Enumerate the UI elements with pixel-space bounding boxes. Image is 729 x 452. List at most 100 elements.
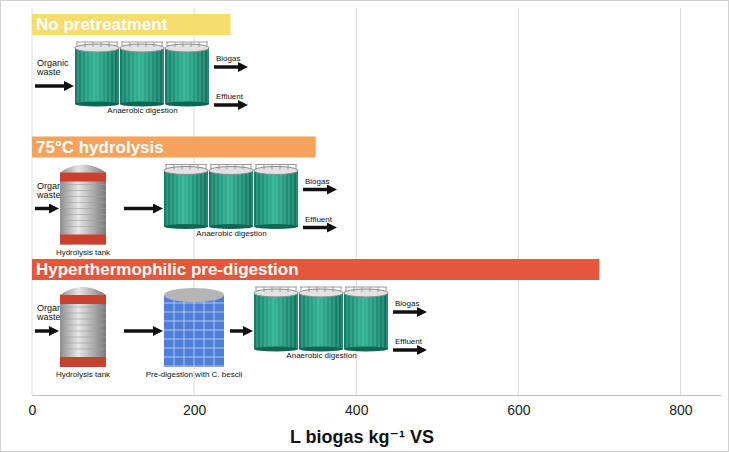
- tank-ring: [60, 313, 106, 314]
- digester-tank: [164, 165, 208, 230]
- grid-line: [518, 8, 519, 395]
- step-label: Hydrolysis tank: [56, 370, 111, 379]
- digester-tank: [75, 42, 119, 107]
- tank-rail: [121, 42, 163, 43]
- tank-rail: [345, 287, 387, 288]
- tank-roof: [165, 44, 209, 52]
- tank-rail-post: [154, 42, 155, 47]
- input-label-line: waste: [36, 190, 61, 200]
- tank-stripe: [127, 50, 128, 103]
- tank-stripe: [289, 295, 290, 348]
- tank-rail-post: [256, 165, 257, 170]
- grid-line: [32, 8, 33, 395]
- tank-rail-post: [174, 165, 175, 170]
- bar: [32, 259, 599, 280]
- tank-rail-post: [130, 42, 131, 47]
- category-label: 75°C hydrolysis: [36, 138, 164, 157]
- tank-body: [75, 48, 119, 104]
- tick: 800: [669, 395, 693, 418]
- process-scheme: OrganicwasteHydrolysis tankAnaerobic dig…: [35, 165, 333, 257]
- tank-grid: [164, 348, 224, 349]
- tank-body: [344, 293, 388, 349]
- tank-rail-post: [341, 287, 342, 292]
- tank-stripe: [187, 173, 188, 226]
- tank-stripe: [196, 50, 197, 103]
- tank-stripe: [330, 295, 331, 348]
- tank-rail-post: [117, 42, 118, 47]
- output-label: Effluent: [395, 337, 423, 346]
- tank-stripe: [135, 50, 136, 103]
- tank-rail-post: [264, 165, 265, 170]
- tick-label: 400: [345, 402, 369, 418]
- tank-rail-post: [301, 287, 302, 292]
- tank-rail-post: [190, 165, 191, 170]
- tank-stripe: [86, 50, 87, 103]
- arrow: [35, 207, 51, 211]
- process-scheme: OrganicwasteAnaerobic digestionBiogasEff…: [35, 42, 244, 115]
- grid: [32, 8, 680, 395]
- tank-body: [254, 171, 298, 227]
- tank-body: [164, 171, 208, 227]
- tank-stripe: [143, 50, 144, 103]
- tank-body: [164, 295, 224, 367]
- tank-rail-post: [378, 287, 379, 292]
- tank-rail-post: [206, 165, 207, 170]
- step-label: Anaerobic digestion: [107, 106, 177, 115]
- tank-stripe: [188, 50, 189, 103]
- tank-stripe: [375, 295, 376, 348]
- tank-rail-post: [162, 42, 163, 47]
- tank-rail-post: [122, 42, 123, 47]
- tank-body: [120, 48, 164, 104]
- tank-roof: [120, 44, 164, 52]
- tank-grid: [164, 321, 224, 322]
- tank-ring: [60, 307, 106, 308]
- tank-grid: [194, 295, 195, 367]
- tick-label: 600: [507, 402, 531, 418]
- tank-rail-post: [146, 42, 147, 47]
- tank-stripe: [383, 295, 384, 348]
- tank-stripe: [244, 173, 245, 226]
- tank-rail-post: [183, 42, 184, 47]
- tank-stripe: [293, 173, 294, 226]
- tank-rail-post: [243, 165, 244, 170]
- tank-stripe: [306, 295, 307, 348]
- tank-rail-post: [219, 165, 220, 170]
- tick: 600: [507, 395, 531, 418]
- arrow: [393, 348, 419, 352]
- tank-stripe: [269, 295, 270, 348]
- tank-grid: [164, 312, 224, 313]
- output-label: Biogas: [395, 299, 419, 308]
- tank-ring: [60, 331, 106, 332]
- step-label: Anaerobic digestion: [286, 351, 356, 360]
- tank-rail-post: [251, 165, 252, 170]
- tank-stripe: [139, 50, 140, 103]
- tank-stripe: [195, 173, 196, 226]
- tank-stripe: [82, 50, 83, 103]
- tank-roof: [164, 167, 208, 175]
- tank-stripe: [277, 295, 278, 348]
- step-label: Pre-digestion with C. bescii: [146, 370, 243, 379]
- tank-stripe: [200, 50, 201, 103]
- tank-rail-post: [227, 165, 228, 170]
- tank-rail-post: [101, 42, 102, 47]
- output-label: Biogas: [216, 54, 240, 63]
- tank-rail-post: [93, 42, 94, 47]
- tank-stripe: [191, 173, 192, 226]
- input-label: Organicwaste: [36, 58, 69, 77]
- tank-stripe: [289, 173, 290, 226]
- tank-stripe: [98, 50, 99, 103]
- tank-rail-post: [280, 287, 281, 292]
- tank-stripe: [90, 50, 91, 103]
- digester-tank: [299, 287, 343, 352]
- tank-stripe: [220, 173, 221, 226]
- arrow: [35, 329, 51, 333]
- tank-stripe: [168, 50, 169, 103]
- arrow: [214, 103, 240, 107]
- tank-grid: [164, 330, 224, 331]
- tank-stripe: [261, 295, 262, 348]
- tank-rail: [210, 164, 252, 165]
- tank-rail: [166, 42, 208, 43]
- tank-rail: [165, 164, 207, 165]
- tank-stripe: [342, 295, 343, 348]
- tank-stripe: [204, 50, 205, 103]
